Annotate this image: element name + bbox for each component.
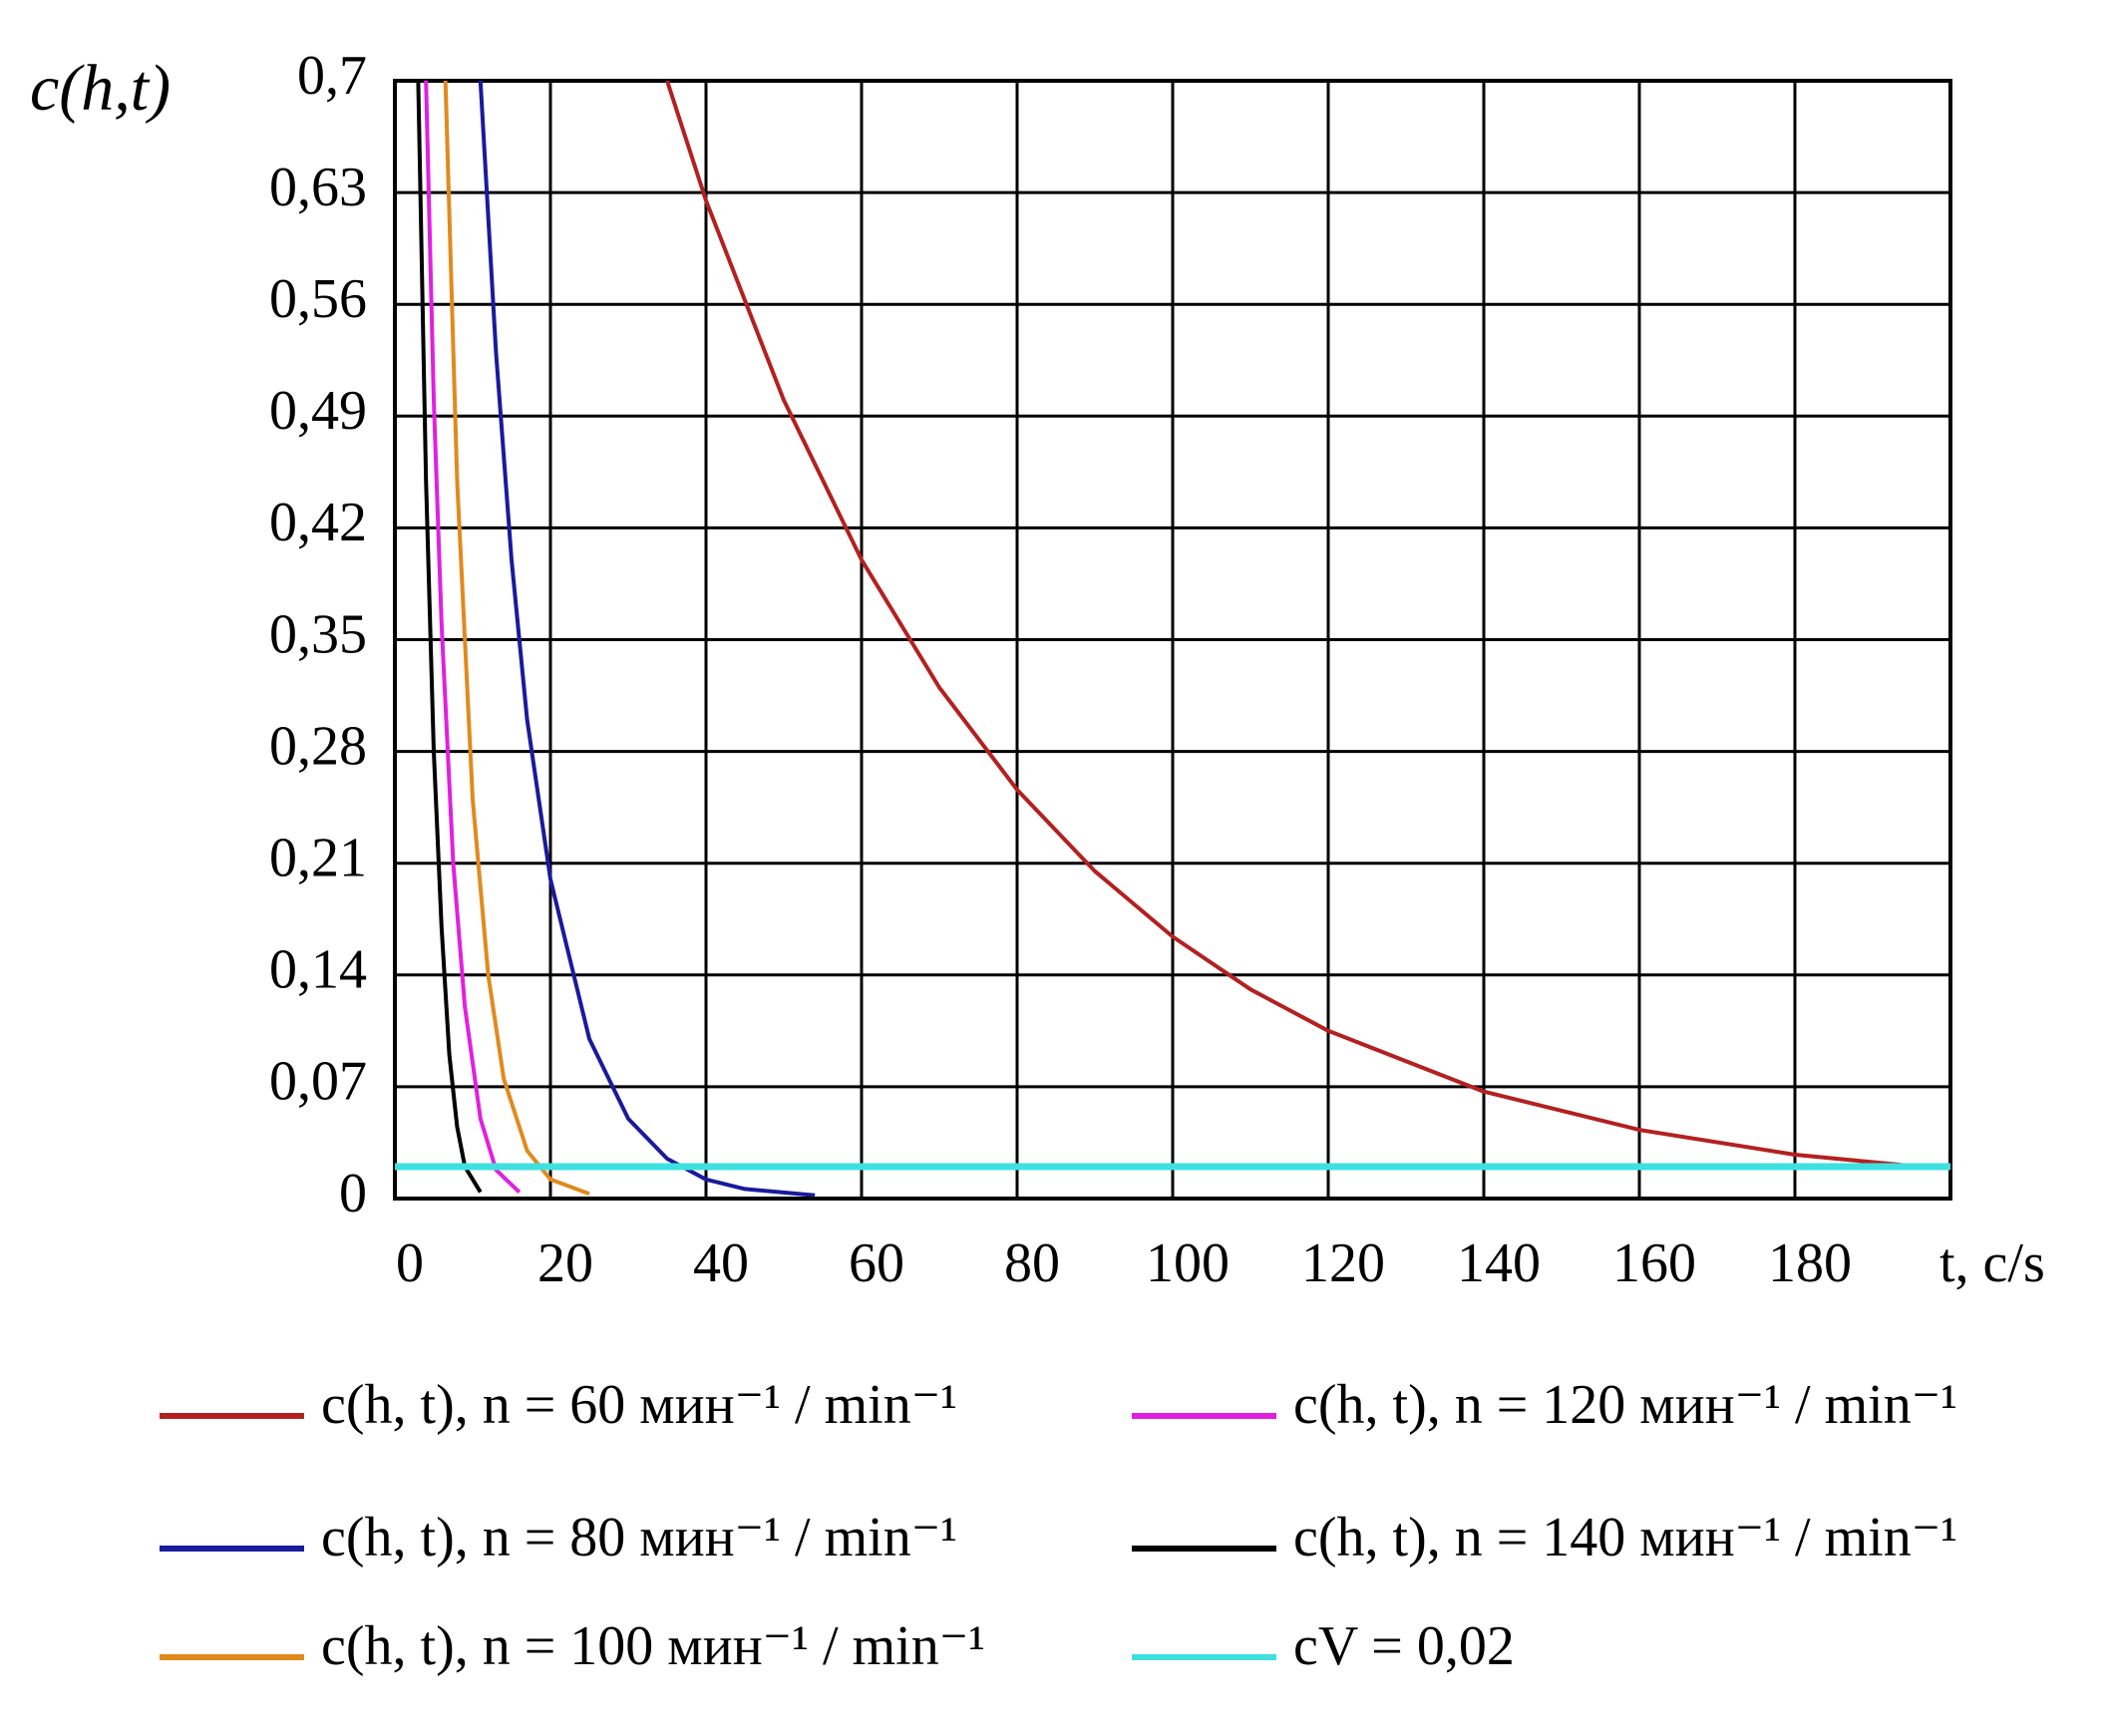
legend-label: cV = 0,02 [1293, 1615, 1515, 1677]
series-line [416, 81, 483, 1194]
x-tick-label: 0 [396, 1232, 424, 1294]
legend-label: c(h, t), n = 140 мин⁻¹ / min⁻¹ [1293, 1507, 1957, 1568]
x-tick-label: 40 [693, 1232, 749, 1294]
x-tick-label: 80 [1004, 1232, 1060, 1294]
legend-label: c(h, t), n = 80 мин⁻¹ / min⁻¹ [321, 1507, 957, 1568]
legend-label: c(h, t), n = 100 мин⁻¹ / min⁻¹ [321, 1615, 985, 1677]
plot-frame [393, 79, 1952, 1201]
x-tick-label: 160 [1612, 1232, 1696, 1294]
y-tick-label: 0,56 [269, 268, 367, 330]
y-tick-label: 0,49 [269, 380, 367, 442]
y-tick-label: 0,7 [297, 45, 367, 107]
y-tick-label: 0,35 [269, 603, 367, 665]
series-line [665, 81, 1920, 1169]
series-line [478, 81, 816, 1198]
x-tick-label: 180 [1768, 1232, 1852, 1294]
y-axis-label: c(h,t) [30, 52, 171, 125]
x-tick-label: 120 [1301, 1232, 1385, 1294]
x-axis-label: t, c/s [1939, 1232, 2045, 1294]
series-line [424, 81, 522, 1195]
x-tick-label: 100 [1146, 1232, 1230, 1294]
series-line [443, 81, 590, 1197]
y-tick-label: 0,42 [269, 492, 367, 553]
y-tick-label: 0,21 [269, 828, 367, 889]
y-tick-label: 0,28 [269, 715, 367, 777]
x-tick-label: 20 [537, 1232, 593, 1294]
y-tick-label: 0,07 [269, 1051, 367, 1113]
y-tick-label: 0,63 [269, 157, 367, 218]
y-tick-label: 0 [339, 1163, 367, 1224]
plot-area [395, 81, 1950, 1198]
legend-label: c(h, t), n = 120 мин⁻¹ / min⁻¹ [1293, 1374, 1957, 1436]
y-tick-label: 0,14 [269, 939, 367, 1001]
x-tick-label: 140 [1457, 1232, 1541, 1294]
x-tick-label: 60 [849, 1232, 904, 1294]
legend-label: c(h, t), n = 60 мин⁻¹ / min⁻¹ [321, 1374, 957, 1436]
